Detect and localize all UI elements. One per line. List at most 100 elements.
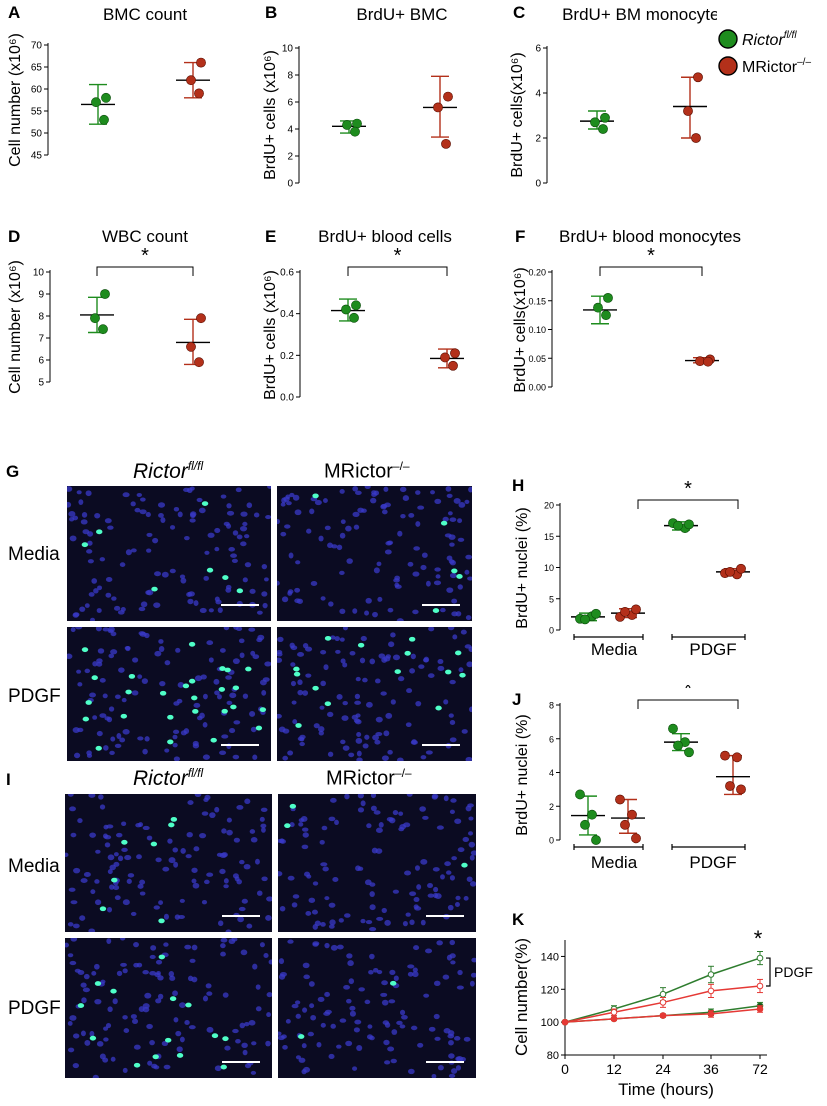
nucleus (117, 855, 124, 862)
nucleus (92, 1074, 99, 1078)
brdu-positive-nucleus (454, 650, 462, 656)
brdu-positive-nucleus (201, 501, 209, 507)
nucleus (158, 900, 164, 905)
nucleus (370, 497, 377, 504)
panel-letter-h: H (512, 476, 524, 495)
nucleus (102, 833, 108, 839)
nucleus (94, 998, 102, 1005)
nucleus (88, 592, 95, 597)
nucleus (374, 739, 381, 745)
nucleus (267, 486, 271, 489)
nucleus (380, 992, 388, 997)
nucleus (146, 532, 153, 537)
nucleus (313, 723, 320, 729)
nucleus (81, 512, 88, 518)
nucleus (187, 598, 194, 605)
nucleus (187, 800, 194, 805)
nucleus (328, 902, 336, 908)
legend-label-rictor-flfl: Rictorfl/fl (742, 30, 797, 49)
nucleus (381, 980, 388, 986)
brdu-positive-nucleus (176, 1053, 184, 1058)
data-point (450, 348, 460, 359)
y-axis-label: Cell number(%) (512, 938, 531, 1056)
nucleus (79, 606, 86, 612)
nucleus (221, 828, 227, 834)
nucleus (282, 1044, 288, 1050)
nucleus (137, 674, 143, 679)
brdu-positive-nucleus (297, 1034, 305, 1039)
nucleus (466, 661, 472, 668)
nucleus (364, 734, 370, 740)
nucleus (340, 739, 346, 745)
nucleus (124, 855, 132, 861)
nucleus (468, 831, 474, 836)
nucleus (107, 1006, 113, 1013)
nucleus (421, 552, 428, 558)
nucleus (219, 868, 226, 875)
nucleus (187, 975, 194, 982)
nucleus (355, 676, 361, 682)
nucleus (107, 525, 114, 530)
nucleus (92, 715, 98, 720)
nucleus (437, 665, 445, 672)
nucleus (198, 507, 206, 514)
nucleus (244, 534, 250, 539)
data-point (736, 784, 746, 795)
data-point (91, 97, 101, 108)
nucleus (220, 938, 228, 943)
nucleus (291, 700, 297, 705)
data-point (186, 75, 196, 86)
nucleus (399, 486, 407, 493)
nucleus (80, 878, 88, 883)
nucleus (259, 816, 265, 822)
data-point (90, 313, 100, 324)
y-tick-label: 4 (535, 89, 541, 100)
significance-marker: * (394, 245, 402, 267)
nucleus (67, 922, 74, 927)
nucleus (297, 652, 305, 657)
nucleus (236, 805, 244, 810)
nucleus (89, 832, 97, 838)
nucleus (158, 645, 165, 652)
nucleus (65, 852, 69, 858)
nucleus (401, 1014, 408, 1020)
nucleus (434, 1036, 441, 1041)
nucleus (249, 710, 256, 717)
nucleus (290, 645, 298, 651)
nucleus (172, 742, 178, 748)
nucleus (362, 677, 368, 683)
brdu-positive-nucleus (324, 701, 332, 707)
nucleus (369, 658, 376, 665)
chart-panel-b: B BrdU+ BMC BrdU+ cells (x10⁶) 0 2 4 6 8 10 (262, 3, 457, 190)
nucleus (193, 846, 200, 852)
nucleus (451, 856, 457, 861)
nucleus (411, 739, 417, 745)
y-tick-label: 0 (549, 836, 554, 846)
nucleus (114, 895, 121, 901)
nucleus (68, 887, 76, 892)
nucleus (196, 715, 203, 721)
brdu-positive-nucleus (167, 714, 174, 720)
nucleus (453, 497, 461, 504)
nucleus (423, 993, 430, 998)
data-point (725, 566, 735, 577)
nucleus (172, 734, 178, 740)
nucleus (402, 495, 410, 502)
nucleus (139, 509, 147, 515)
nucleus (188, 1025, 196, 1030)
nucleus (114, 694, 121, 700)
nucleus (215, 599, 222, 605)
brdu-positive-nucleus (150, 841, 158, 847)
nucleus (127, 873, 135, 878)
brdu-positive-nucleus (133, 1062, 141, 1068)
data-point (615, 794, 625, 805)
nucleus (324, 991, 330, 997)
nucleus (110, 1056, 116, 1062)
data-point (441, 138, 451, 149)
brdu-positive-nucleus (221, 708, 228, 714)
nucleus (291, 1003, 299, 1009)
nucleus (354, 490, 362, 495)
nucleus (352, 608, 358, 614)
panel-i-col2-header: MRictor–/– (326, 766, 412, 790)
significance-marker: * (754, 926, 763, 951)
